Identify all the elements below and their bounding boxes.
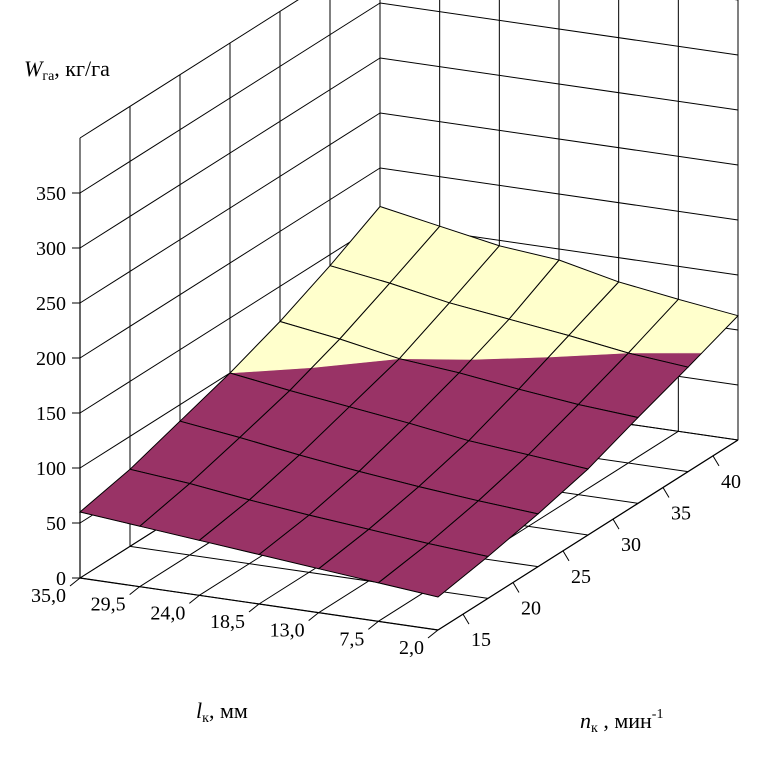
- y-tick-label: 35: [671, 503, 691, 525]
- x-tick-label: 2,0: [399, 637, 424, 659]
- z-axis-label-unit: , кг/га: [54, 56, 110, 81]
- y-tick-mark: [662, 487, 670, 498]
- wall-gridline: [379, 167, 739, 221]
- y-axis-label-sub: к: [591, 721, 598, 736]
- x-tick-mark: [129, 586, 140, 596]
- z-tick-label: 50: [46, 513, 66, 535]
- y-tick-label: 20: [521, 598, 541, 620]
- x-tick-label: 13,0: [270, 620, 305, 642]
- y-tick-mark: [462, 613, 470, 625]
- z-axis-label: Wга, кг/га: [24, 56, 110, 84]
- wall-gridline: [79, 112, 381, 304]
- x-axis-label-sub: к: [202, 711, 209, 726]
- y-axis-label-sup: -1: [652, 707, 664, 722]
- x-tick-mark: [368, 620, 379, 630]
- wall-gridline: [79, 57, 381, 249]
- wall-gridline: [379, 2, 739, 56]
- z-tick-label: 150: [36, 403, 66, 425]
- x-axis-label-var: l: [196, 698, 202, 723]
- z-tick-label: 200: [36, 348, 66, 370]
- y-axis-label-unit: , мин: [598, 708, 652, 733]
- y-tick-label: 25: [571, 566, 591, 588]
- z-axis-label-var: W: [24, 56, 44, 81]
- x-axis-label: lк, мм: [196, 698, 248, 726]
- z-tick-label: 250: [36, 293, 66, 315]
- wall-gridline: [379, 57, 739, 111]
- wall-gridline: [79, 222, 381, 414]
- y-tick-label: 30: [621, 534, 641, 556]
- surface-mesh-cell: [78, 468, 191, 527]
- y-axis-label-var: n: [580, 708, 591, 733]
- z-tick-label: 0: [56, 568, 66, 590]
- x-tick-mark: [189, 594, 200, 604]
- wall-gridline: [79, 2, 381, 194]
- y-tick-mark: [712, 455, 720, 467]
- x-tick-label: 24,0: [150, 602, 185, 624]
- z-tick-label: 100: [36, 458, 66, 480]
- z-axis-ticks: 0 50 100 150 200 250 300 350: [36, 183, 80, 590]
- wall-gridline: [79, 167, 381, 359]
- z-axis-label-sub: га: [42, 69, 55, 84]
- surface-plot: [78, 205, 739, 598]
- x-tick-mark: [427, 629, 439, 639]
- y-tick-mark: [512, 582, 520, 593]
- wall-gridline: [379, 112, 739, 166]
- x-axis-ticks: 35,0 29,5 24,0 18,5 13,0 7,5 2,0: [31, 577, 439, 659]
- x-axis-label-unit: , мм: [209, 698, 248, 723]
- z-tick-label: 350: [36, 183, 66, 205]
- wall-gridline: [79, 0, 299, 139]
- y-tick-label: 40: [721, 471, 741, 493]
- x-tick-mark: [248, 603, 260, 613]
- x-tick-label: 7,5: [339, 628, 364, 650]
- y-axis-line: [437, 439, 739, 631]
- x-tick-label: 35,0: [31, 585, 66, 607]
- y-axis-ticks: 15 20 25 30 35 40: [462, 455, 741, 651]
- z-tick-label: 300: [36, 238, 66, 260]
- y-tick-label: 15: [471, 629, 491, 651]
- x-tick-mark: [69, 577, 81, 587]
- y-axis-label: nк , мин-1: [580, 707, 663, 736]
- x-tick-label: 18,5: [210, 611, 245, 633]
- y-tick-mark: [562, 550, 570, 562]
- x-tick-label: 29,5: [91, 594, 126, 616]
- x-tick-mark: [308, 612, 319, 622]
- y-tick-mark: [612, 518, 620, 530]
